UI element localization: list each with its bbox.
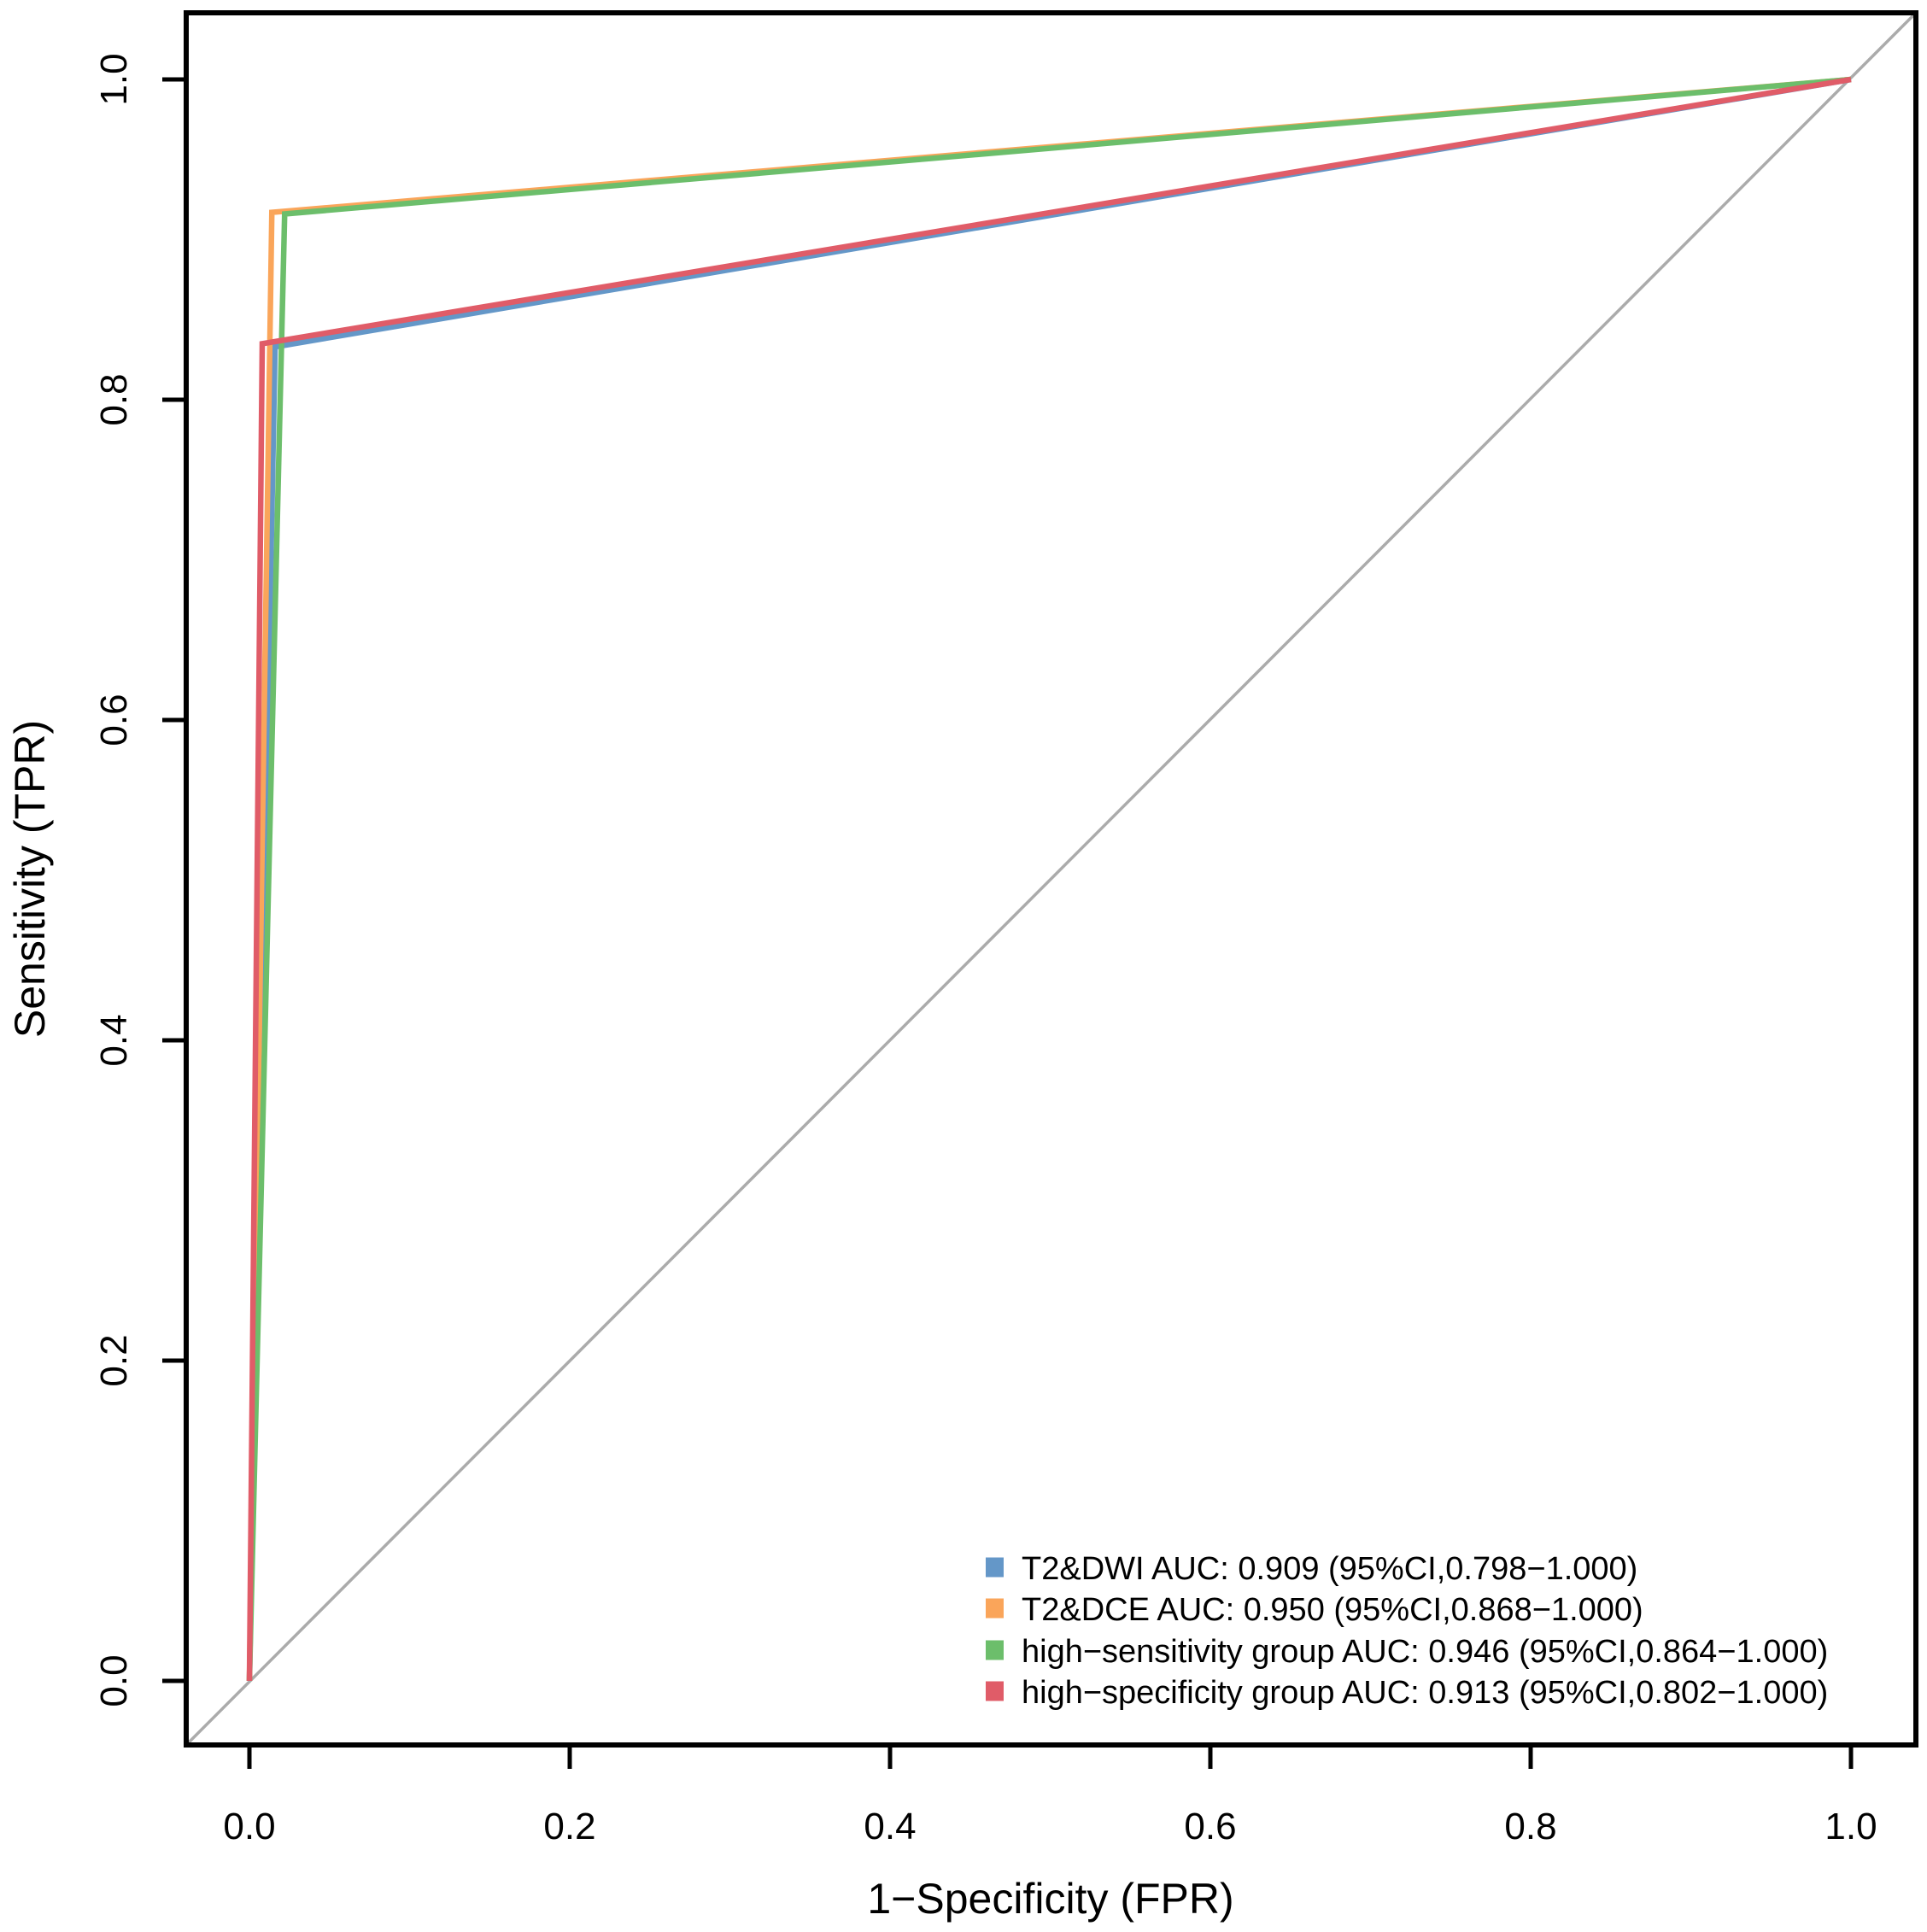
x-tick-label: 0.6	[1184, 1806, 1236, 1847]
legend-swatch	[986, 1557, 1004, 1578]
legend-item-label: T2&DWI AUC: 0.909 (95%CI,0.798−1.000)	[1022, 1551, 1637, 1587]
x-tick-label: 0.4	[864, 1806, 916, 1847]
y-tick-label: 0.6	[93, 694, 135, 746]
legend-item: T2&DWI AUC: 0.909 (95%CI,0.798−1.000)	[986, 1551, 1637, 1587]
legend-swatch	[986, 1681, 1004, 1701]
y-tick-label: 0.8	[93, 373, 135, 425]
x-tick-label: 0.8	[1504, 1806, 1556, 1847]
y-tick-label: 0.4	[93, 1014, 135, 1066]
legend-item: high−sensitivity group AUC: 0.946 (95%CI…	[986, 1634, 1828, 1670]
roc-curves	[246, 76, 1852, 1682]
chance-diagonal-line	[184, 11, 1918, 1747]
x-tick-label: 0.0	[223, 1806, 275, 1847]
legend-item: T2&DCE AUC: 0.950 (95%CI,0.868−1.000)	[986, 1592, 1643, 1628]
y-tick-label: 0.0	[93, 1654, 135, 1707]
legend-item: high−specificity group AUC: 0.913 (95%CI…	[986, 1675, 1828, 1711]
x-tick-label: 0.2	[543, 1806, 595, 1847]
roc-curve-high-specificity-group	[246, 76, 1852, 1682]
legend-swatch	[986, 1640, 1004, 1660]
y-axis-title: Sensitivity (TPR)	[6, 720, 54, 1038]
legend-item-label: high−specificity group AUC: 0.913 (95%CI…	[1022, 1675, 1828, 1711]
y-tick-label: 1.0	[93, 53, 135, 105]
plot-frame	[184, 10, 1918, 1748]
x-tick-label: 1.0	[1824, 1806, 1877, 1847]
legend-item-label: T2&DCE AUC: 0.950 (95%CI,0.868−1.000)	[1022, 1592, 1643, 1628]
legend-swatch	[986, 1598, 1004, 1619]
legend-item-label: high−sensitivity group AUC: 0.946 (95%CI…	[1022, 1634, 1828, 1670]
roc-curve-high-sensitivity-group	[246, 76, 1852, 1682]
legend: T2&DWI AUC: 0.909 (95%CI,0.798−1.000) T2&…	[986, 1551, 1828, 1711]
y-axis-ticks: 0.0 0.2 0.4 0.6 0.8 1.0	[93, 53, 186, 1707]
x-axis-ticks: 0.0 0.2 0.4 0.6 0.8 1.0	[223, 1745, 1877, 1847]
y-tick-label: 0.2	[93, 1334, 135, 1386]
x-axis-title: 1−Specificity (FPR)	[867, 1875, 1233, 1923]
